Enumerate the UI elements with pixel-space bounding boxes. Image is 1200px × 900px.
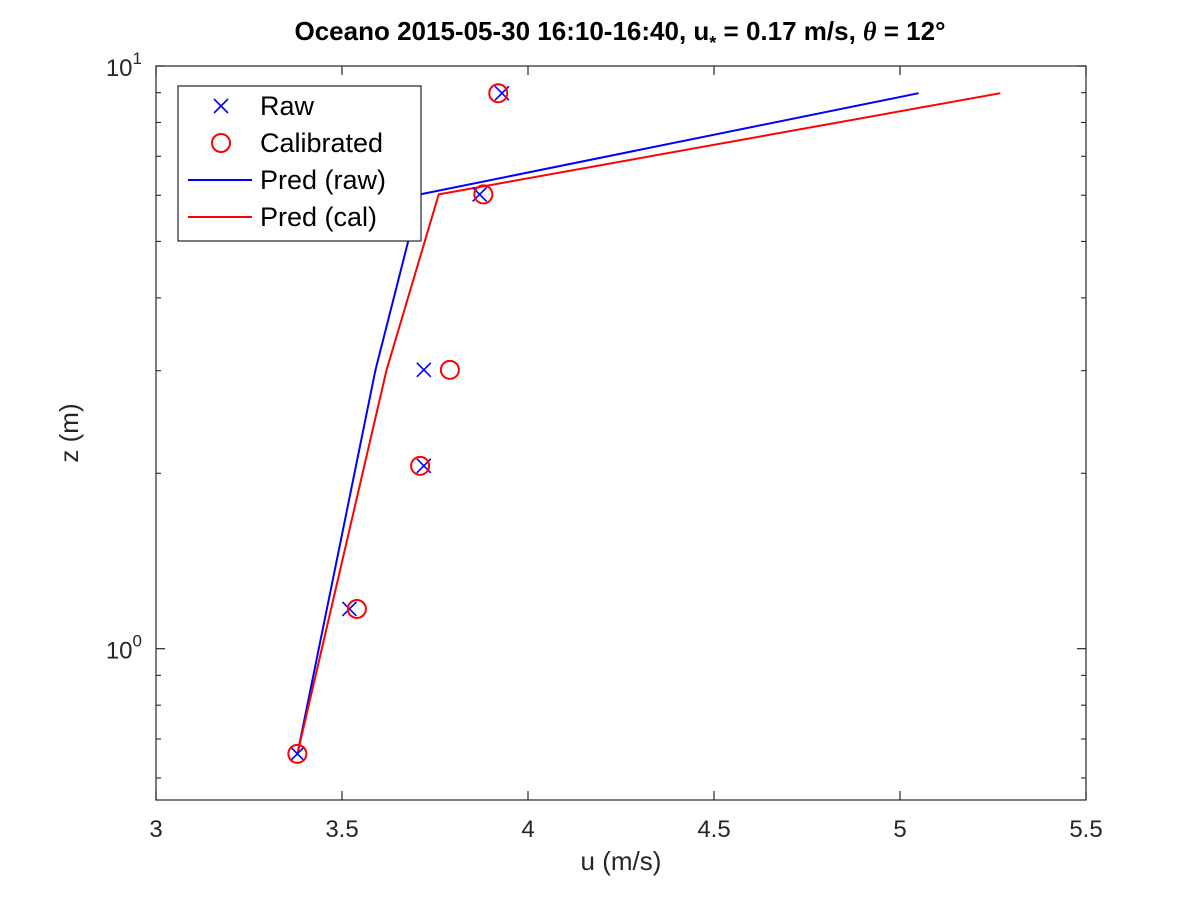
legend-item-raw: Raw <box>213 91 315 121</box>
series-layer <box>287 83 1001 764</box>
y-axis: 100 101 <box>106 49 1086 779</box>
y-tick-label: 101 <box>106 49 142 82</box>
x-axis-label: u (m/s) <box>581 846 662 876</box>
y-tick-label: 100 <box>106 632 142 665</box>
plot-area-frame <box>155 65 1087 801</box>
legend: Raw Calibrated Pred (raw) Pred (cal) <box>177 85 422 242</box>
chart-title: Oceano 2015-05-30 16:10-16:40, u* = 0.17… <box>295 16 946 53</box>
legend-label: Pred (cal) <box>260 202 377 232</box>
marker-calibrated <box>473 184 494 205</box>
marker-calibrated <box>346 598 367 619</box>
x-tick-label: 5 <box>893 816 906 843</box>
marker-calibrated <box>410 455 431 476</box>
series-line-pred-cal <box>296 92 1001 755</box>
marker-calibrated <box>287 743 308 764</box>
x-tick-label: 4 <box>521 816 534 843</box>
marker-raw <box>416 362 432 378</box>
legend-label: Raw <box>260 91 315 121</box>
y-axis-label: z (m) <box>54 403 84 462</box>
marker-stroke <box>416 362 432 378</box>
legend-marker-swatch <box>211 133 231 153</box>
x-tick-label: 3.5 <box>325 816 358 843</box>
marker-raw <box>341 601 358 617</box>
marker-calibrated <box>439 359 460 380</box>
x-axis: 3 3.5 4 4.5 5 5.5 <box>149 66 1103 843</box>
x-tick-label: 5.5 <box>1069 816 1102 843</box>
marker-stroke <box>289 746 305 762</box>
marker-calibrated <box>488 83 509 104</box>
series-line-pred-raw <box>296 92 919 755</box>
legend-label: Pred (raw) <box>260 165 386 195</box>
legend-item-pred-cal: Pred (cal) <box>188 202 377 232</box>
marker-raw <box>289 746 305 762</box>
x-tick-label: 4.5 <box>697 816 730 843</box>
legend-item-pred-raw: Pred (raw) <box>188 165 386 195</box>
x-tick-label: 3 <box>149 816 162 843</box>
legend-label: Calibrated <box>260 128 383 158</box>
legend-item-calibrated: Calibrated <box>211 128 383 158</box>
legend-box <box>177 85 422 242</box>
legend-marker-swatch <box>213 98 229 114</box>
marker-stroke <box>341 601 358 617</box>
